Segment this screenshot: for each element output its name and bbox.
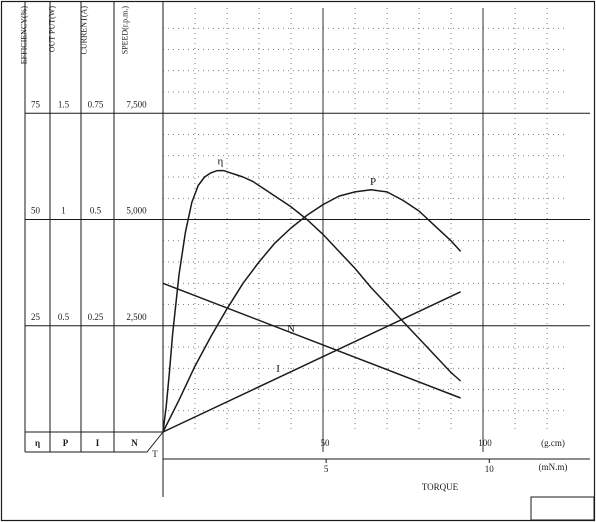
tick-label-speed: 2,500 — [126, 312, 147, 322]
series-line-current — [162, 291, 461, 433]
mnm-tick-label: 10 — [485, 464, 495, 474]
gcm-unit-label: (g.cm) — [541, 438, 565, 448]
legend-symbol-efficiency: η — [35, 438, 40, 448]
series-label-output: P — [370, 176, 376, 188]
legend-symbol-speed: N — [131, 438, 138, 448]
tick-label-output: 1 — [61, 206, 66, 216]
tick-label-speed: 7,500 — [126, 99, 147, 109]
mnm-unit-label: (mN.m) — [539, 462, 568, 472]
series-line-efficiency — [162, 169, 462, 433]
legend-symbol-output: P — [63, 438, 69, 448]
x-axis-title: TORQUE — [422, 482, 459, 492]
column-header-current: CURRENT(A) — [80, 6, 89, 55]
mnm-tick-label: 5 — [324, 464, 329, 474]
minor-grid — [163, 8, 565, 432]
column-header-speed: SPEED(r.p.m.) — [121, 6, 130, 55]
column-dividers — [24, 2, 164, 497]
tick-label-efficiency: 50 — [31, 206, 41, 216]
column-header-output: OUT PUT(W) — [48, 6, 57, 53]
tick-label-output: 1.5 — [58, 99, 70, 109]
tick-label-efficiency: 25 — [31, 312, 41, 322]
series-line-output — [162, 189, 462, 433]
tick-label-current: 0.75 — [88, 99, 104, 109]
series-lines — [162, 169, 462, 433]
origin-label: T — [152, 449, 158, 459]
series-label-speed: N — [287, 323, 295, 335]
series-label-current: I — [276, 363, 280, 375]
column-header-efficiency: EFFICIENCY(%) — [20, 6, 29, 65]
tick-label-current: 0.5 — [90, 206, 102, 216]
corner-box — [530, 496, 595, 521]
tick-label-speed: 5,000 — [126, 206, 147, 216]
tick-label-output: 0.5 — [58, 312, 70, 322]
column-tick-labels: 75 50 25 1.5 1 0.5 0.75 0.5 0.25 7,500 5,000 2,500 — [31, 99, 147, 322]
gcm-tick-label: 100 — [478, 438, 492, 448]
torque-axes: 50 100 (g.cm) 5 10 (mN.m) — [163, 438, 590, 474]
legend-symbol-current: I — [96, 438, 100, 448]
gcm-tick-label: 50 — [321, 438, 331, 448]
tick-label-current: 0.25 — [88, 312, 104, 322]
series-label-efficiency: η — [218, 156, 224, 168]
tick-label-efficiency: 75 — [31, 99, 41, 109]
legend-row-border — [24, 431, 164, 453]
column-headers: EFFICIENCY(%) OUT PUT(W) CURRENT(A) SPEED(r… — [20, 6, 130, 65]
series-line-speed — [162, 282, 461, 399]
series-labels: η P N I — [218, 156, 377, 375]
